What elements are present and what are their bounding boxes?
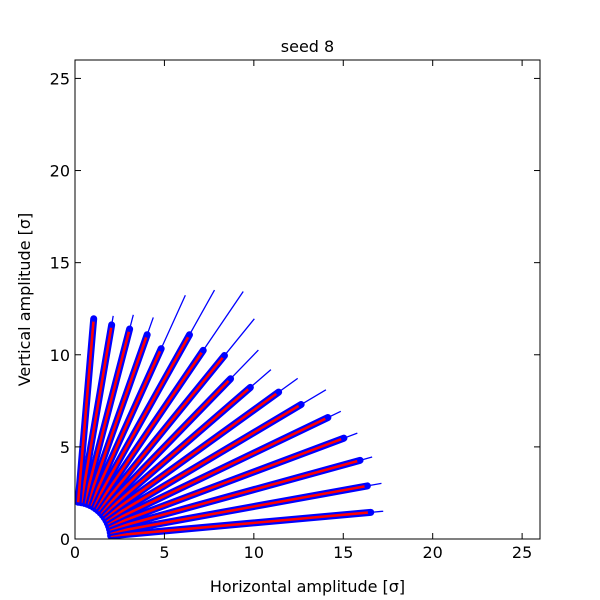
x-tick-label: 20 [423, 543, 443, 562]
x-axis-label: Horizontal amplitude [σ] [210, 577, 405, 596]
ray-end-point [126, 326, 133, 333]
y-tick-label: 10 [50, 346, 70, 365]
x-tick-label: 10 [244, 543, 264, 562]
ray-core [105, 403, 302, 522]
ray-end-point [227, 375, 234, 382]
x-tick-label: 25 [512, 543, 532, 562]
ray-60deg [89, 289, 216, 511]
ray-end-point [200, 347, 207, 354]
ticks-layer: 0 5 10 15 20 25 0 5 10 15 20 25 [50, 60, 540, 562]
ray-core [103, 391, 280, 519]
ray-core [88, 348, 163, 507]
ray-65deg [86, 294, 186, 510]
ray-core [79, 324, 113, 503]
ray-end-point [186, 331, 193, 338]
ray-80deg [77, 315, 116, 507]
ray-core [110, 511, 371, 538]
ray-45deg [96, 349, 259, 517]
ray-end-point [108, 321, 115, 328]
ray-30deg [102, 389, 327, 525]
ray-core [106, 416, 329, 525]
x-tick-label: 15 [333, 543, 353, 562]
ray-10deg [106, 482, 382, 537]
ray-end-point [340, 435, 347, 442]
ray-end-point [275, 389, 282, 396]
ray-70deg [83, 317, 154, 508]
ray-end-point [90, 315, 97, 322]
ray-end-point [364, 482, 371, 489]
ray-core [91, 334, 191, 508]
chart-title: seed 8 [281, 37, 334, 56]
ray-core [101, 386, 252, 517]
axes-frame [74, 59, 541, 540]
x-tick-label: 0 [70, 543, 80, 562]
ray-5deg [107, 508, 384, 540]
y-tick-label: 15 [50, 254, 70, 273]
ray-core [76, 318, 96, 503]
y-tick-label: 25 [50, 69, 70, 88]
ray-core [82, 328, 131, 504]
ray-core [109, 484, 368, 534]
ray-35deg [100, 377, 299, 522]
ray-end-point [357, 457, 364, 464]
ray-75deg [80, 314, 134, 507]
ray-20deg [105, 432, 358, 530]
ray-tail [230, 349, 259, 380]
ray-40deg [98, 369, 272, 519]
ray-end-point [324, 414, 331, 421]
ray-tail [223, 318, 255, 356]
ray-15deg [106, 456, 373, 533]
y-tick-label: 20 [50, 162, 70, 181]
ray-tail [249, 369, 272, 388]
ray-core [86, 334, 149, 505]
ray-end-point [298, 401, 305, 408]
ray-end-point [221, 352, 228, 359]
ray-end-point [367, 509, 374, 516]
ray-core [99, 377, 232, 514]
ray-end-point [247, 384, 254, 391]
plot-area [74, 289, 384, 540]
ray-tail [188, 289, 216, 336]
ray-tail [278, 377, 299, 393]
ray-core [109, 459, 361, 531]
ray-55deg [92, 291, 244, 513]
ray-tail [202, 291, 244, 351]
ray-end-point [144, 331, 151, 338]
ray-core [96, 354, 226, 512]
ray-50deg [94, 318, 255, 515]
ray-tail [160, 294, 186, 349]
ray-25deg [103, 410, 342, 527]
ray-core [94, 349, 205, 510]
ray-core [108, 436, 345, 528]
ray-end-point [158, 345, 165, 352]
ray-85deg [74, 315, 98, 506]
y-tick-label: 0 [60, 530, 70, 549]
x-tick-label: 5 [159, 543, 169, 562]
y-axis-label: Vertical amplitude [σ] [15, 213, 34, 387]
ray-tail [300, 389, 327, 406]
y-tick-label: 5 [60, 438, 70, 457]
